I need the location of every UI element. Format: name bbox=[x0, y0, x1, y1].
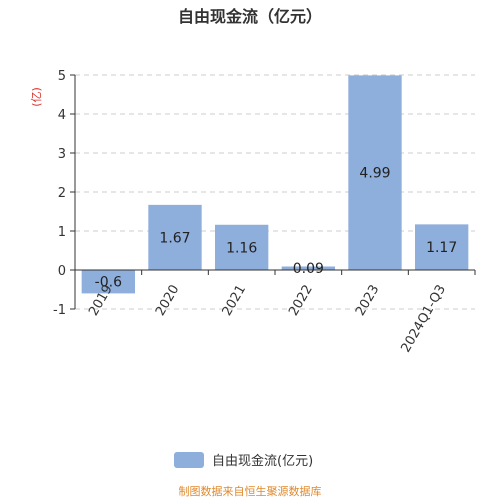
x-tick-label: 2022 bbox=[286, 283, 316, 319]
bar bbox=[415, 224, 469, 270]
y-tick-label: 2 bbox=[58, 186, 66, 201]
bar bbox=[148, 204, 202, 270]
y-tick-label: 5 bbox=[58, 69, 66, 84]
data-labels: -0.6 1.67 1.16 0.09 4.99 1.17 bbox=[95, 166, 458, 291]
y-tick-label: 0 bbox=[58, 264, 66, 279]
chart-title: 自由现金流（亿元） bbox=[178, 7, 322, 26]
data-label: -0.6 bbox=[95, 275, 122, 291]
data-label: 1.17 bbox=[426, 240, 457, 256]
y-tick-label: 4 bbox=[58, 108, 66, 123]
x-tick-label: 2021 bbox=[220, 283, 250, 319]
legend-label: 自由现金流(亿元) bbox=[212, 453, 313, 469]
bars bbox=[81, 75, 469, 294]
x-tick-label: 2020 bbox=[153, 283, 183, 319]
grid-lines bbox=[75, 74, 475, 310]
legend[interactable]: 自由现金流(亿元) bbox=[174, 452, 313, 469]
y-tick-label: 3 bbox=[58, 147, 66, 162]
data-label: 1.16 bbox=[226, 240, 257, 256]
y-tick-label: 1 bbox=[58, 225, 66, 240]
x-tick-label: 2023 bbox=[353, 283, 383, 319]
y-tick-label: -1 bbox=[53, 303, 66, 318]
data-label: 1.67 bbox=[159, 230, 190, 246]
bar bbox=[281, 266, 335, 270]
bar bbox=[348, 75, 402, 270]
data-label: 4.99 bbox=[359, 166, 390, 182]
x-tick-label: 2024Q1-Q3 bbox=[399, 282, 450, 355]
bar bbox=[215, 224, 269, 270]
legend-swatch bbox=[174, 452, 204, 468]
footer-source: 制图数据来自恒生聚源数据库 bbox=[179, 484, 322, 498]
y-unit-label: (亿) bbox=[30, 87, 43, 107]
data-label: 0.09 bbox=[293, 261, 324, 277]
bar bbox=[81, 270, 135, 294]
